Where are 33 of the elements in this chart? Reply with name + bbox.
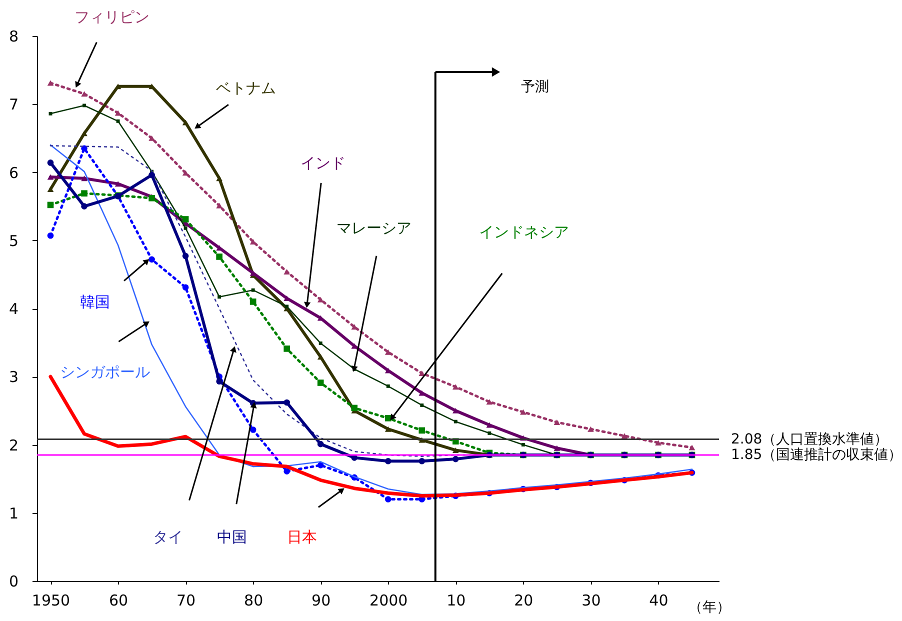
- y-tick-label: 6: [8, 164, 18, 182]
- x-tick-label: 30: [582, 592, 601, 610]
- x-axis-title: （年）: [688, 600, 730, 616]
- y-tick-label: 0: [8, 572, 18, 590]
- ref-line-label: 1.85（国連推計の収束値）: [731, 446, 902, 463]
- x-tick-label: 10: [446, 592, 466, 610]
- y-tick-label: 8: [8, 28, 18, 46]
- x-tick-label: 20: [514, 592, 534, 610]
- y-tick-label: 3: [8, 368, 18, 386]
- text: 日本: [287, 528, 317, 546]
- x-tick-label: 2000: [370, 592, 408, 610]
- x-tick-label: 90: [312, 592, 331, 610]
- text: タイ: [153, 528, 183, 546]
- y-tick-label: 2: [8, 436, 18, 454]
- text: 韓国: [80, 293, 110, 311]
- ref-line-label: 2.08（人口置換水準値）: [731, 431, 888, 448]
- text: インドネシア: [479, 223, 569, 241]
- y-tick-label: 1: [8, 504, 18, 522]
- x-tick-label: 60: [108, 592, 128, 610]
- text: インド: [300, 154, 346, 172]
- x-tick-label: 80: [244, 592, 264, 610]
- y-tick-label: 5: [8, 232, 18, 250]
- text: ベトナム: [216, 79, 276, 97]
- x-tick-label: 1950: [32, 592, 70, 610]
- y-tick-label: 7: [8, 96, 18, 114]
- text: マレーシア: [336, 219, 412, 237]
- x-tick-label: 70: [176, 592, 196, 610]
- series-label: シンガポール: [60, 363, 150, 381]
- y-tick-label: 4: [8, 300, 18, 318]
- x-tick-label: 40: [649, 592, 668, 610]
- text: フィリピン: [74, 8, 150, 26]
- text: 中国: [217, 528, 247, 546]
- annotation: 予測: [521, 79, 549, 95]
